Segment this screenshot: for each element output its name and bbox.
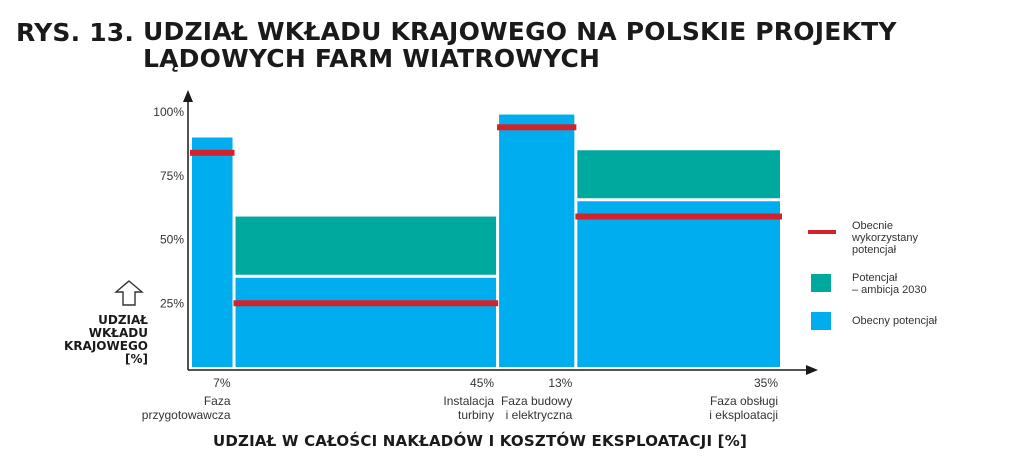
line-current-usage — [575, 213, 782, 220]
bar-current-potential — [577, 201, 780, 367]
bar-ambition-2030 — [235, 216, 497, 275]
legend-item-current-usage: Obecnie wykorzystany potencjał — [808, 220, 982, 256]
bar-current-potential — [499, 114, 575, 367]
y-tick-label: 100% — [153, 105, 184, 119]
category-name-label: i elektryczna — [506, 408, 573, 422]
category-name-label: turbiny — [458, 408, 494, 422]
up-arrow-icon — [114, 280, 144, 306]
legend-teal-swatch-icon — [811, 274, 831, 292]
current-usage-lines — [190, 124, 782, 307]
category-width-label: 35% — [754, 376, 778, 390]
y-tick-label: 25% — [160, 296, 184, 310]
y-axis-arrowhead — [183, 90, 193, 102]
legend-red-line-icon — [808, 230, 836, 234]
figure-title: UDZIAŁ WKŁADU KRAJOWEGO NA POLSKIE PROJE… — [143, 17, 897, 73]
category-name-label: przygotowawcza — [142, 408, 231, 422]
legend-label-ambition-2030: Potencjał – ambicja 2030 — [852, 272, 927, 296]
category-name-label: Faza — [204, 394, 231, 408]
category-name-label: i eksploatacji — [709, 408, 778, 422]
y-tick-label: 50% — [160, 233, 184, 247]
legend-item-ambition-2030: Potencjał – ambicja 2030 — [808, 272, 982, 296]
category-name-label: Instalacja — [443, 394, 494, 408]
bar-ambition-2030 — [577, 150, 780, 199]
bar-current-potential — [192, 137, 233, 367]
category-width-label: 13% — [548, 376, 572, 390]
y-tick-label: 75% — [160, 169, 184, 183]
y-ticks: 25% 50% 75% 100% — [153, 105, 184, 310]
x-axis-arrowhead — [806, 365, 818, 375]
y-axis-label: UDZIAŁ WKŁADU KRAJOWEGO [%] — [64, 313, 148, 366]
legend-label-current-potential: Obecny potencjał — [852, 315, 937, 327]
line-current-usage — [190, 149, 235, 156]
axes — [183, 90, 818, 375]
line-current-usage — [233, 300, 499, 307]
legend-label-current-usage: Obecnie wykorzystany potencjał — [852, 220, 919, 256]
bars-layer — [192, 114, 780, 367]
figure-label: RYS. 13. — [16, 18, 135, 47]
legend-item-current-potential: Obecny potencjał — [808, 312, 982, 332]
legend-blue-swatch-icon — [811, 312, 831, 330]
category-name-label: Faza obsługi — [710, 394, 778, 408]
bar-current-potential — [235, 277, 497, 367]
category-width-label: 7% — [213, 376, 231, 390]
line-current-usage — [497, 124, 577, 131]
category-name-label: Faza budowy — [501, 394, 572, 408]
x-axis-label: UDZIAŁ W CAŁOŚCI NAKŁADÓW I KOSZTÓW EKSP… — [212, 432, 748, 450]
category-width-label: 45% — [470, 376, 494, 390]
